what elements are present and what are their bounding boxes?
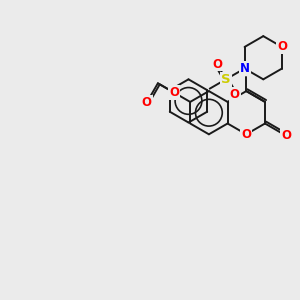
Text: O: O [241, 128, 251, 141]
Text: O: O [212, 58, 222, 70]
Text: O: O [230, 88, 240, 101]
Text: S: S [221, 73, 231, 86]
Text: O: O [169, 86, 179, 99]
Text: O: O [277, 40, 287, 53]
Text: O: O [142, 96, 152, 109]
Text: O: O [281, 129, 291, 142]
Text: N: N [240, 62, 250, 75]
Text: N: N [240, 62, 250, 75]
